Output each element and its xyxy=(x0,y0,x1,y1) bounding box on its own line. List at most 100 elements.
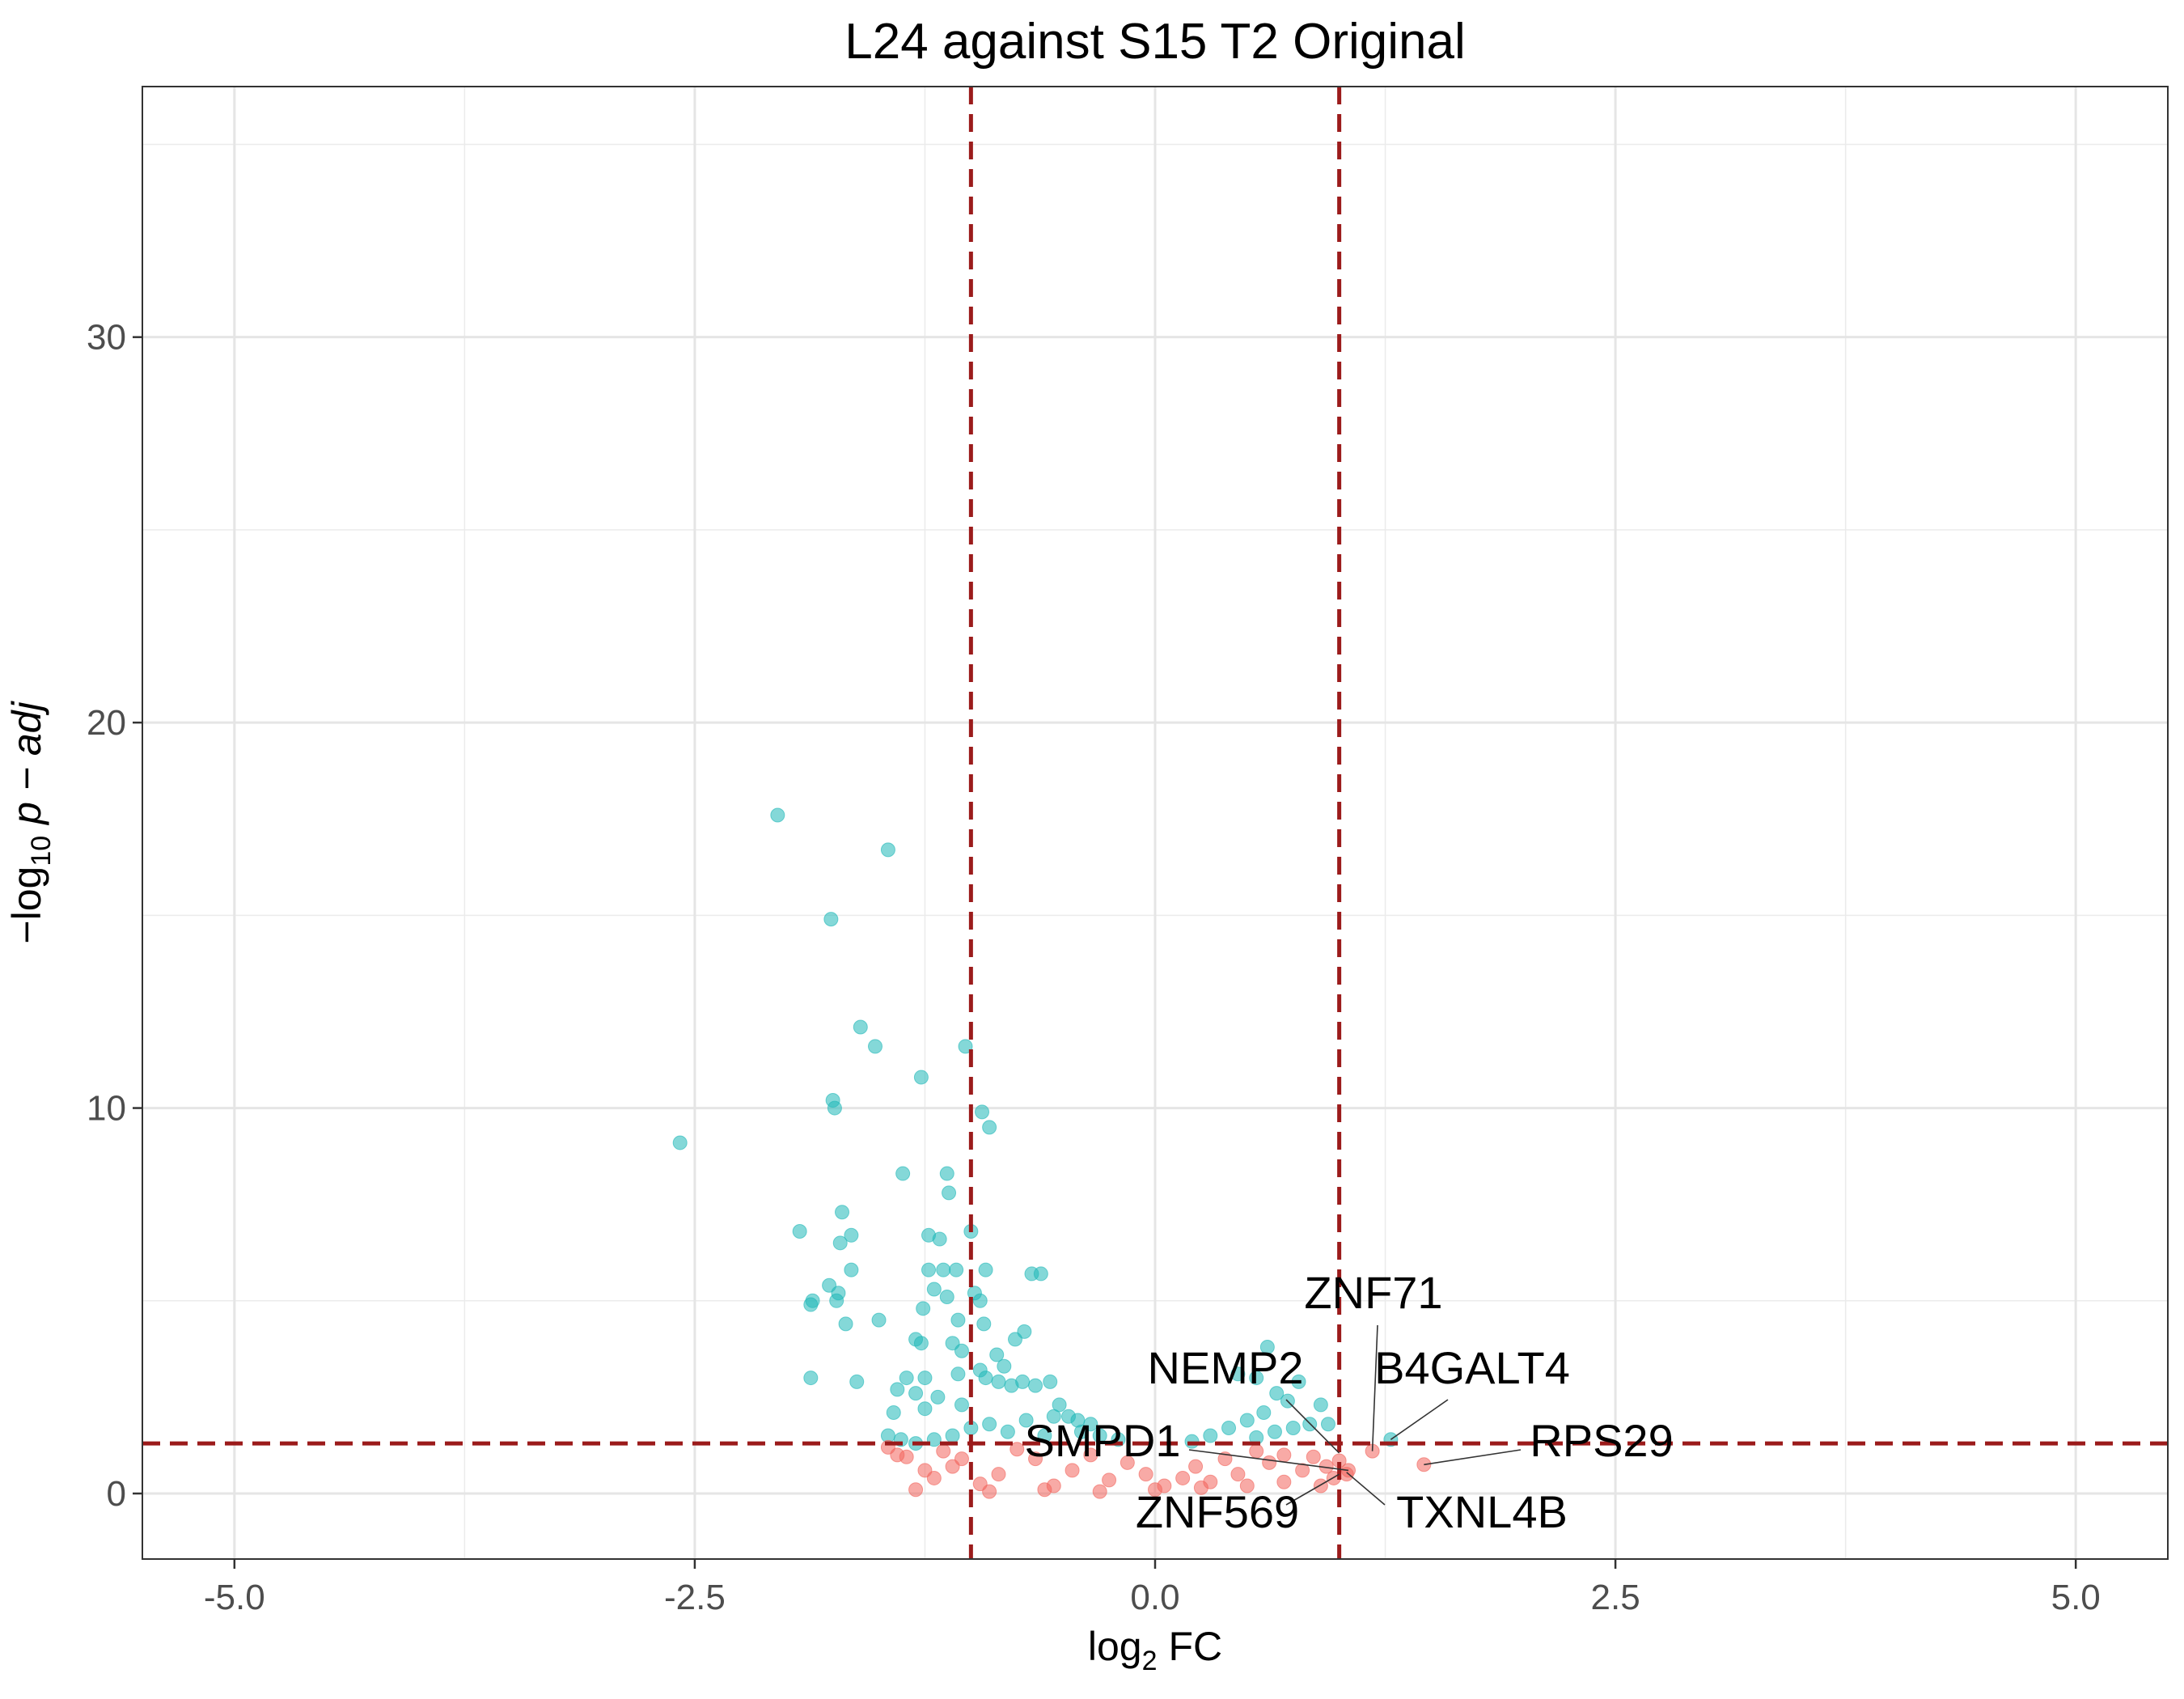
nonsignificant-point xyxy=(1028,1451,1043,1467)
significant-point xyxy=(835,1205,850,1220)
significant-point xyxy=(1267,1424,1282,1439)
significant-point xyxy=(1230,1366,1246,1382)
significant-point xyxy=(1249,1371,1264,1386)
gene-label: B4GALT4 xyxy=(1374,1342,1570,1393)
significant-point xyxy=(916,1301,931,1316)
significant-point xyxy=(950,1366,966,1382)
significant-point xyxy=(997,1358,1012,1374)
significant-point xyxy=(945,1428,960,1443)
nonsignificant-point xyxy=(991,1467,1006,1482)
gene-label-leader xyxy=(1424,1449,1522,1466)
significant-point xyxy=(1015,1374,1031,1389)
significant-point xyxy=(1028,1378,1043,1393)
significant-point xyxy=(1256,1405,1272,1420)
significant-point xyxy=(895,1166,911,1181)
data-points xyxy=(672,807,1432,1499)
y-axis-ticks: 0 10 20 30 xyxy=(87,318,142,1514)
significant-point xyxy=(899,1371,914,1386)
gene-label-leader xyxy=(1285,1473,1340,1506)
nonsignificant-point xyxy=(1276,1474,1292,1489)
significant-point xyxy=(853,1019,868,1035)
gene-label-leader xyxy=(1371,1324,1378,1451)
significant-point xyxy=(1092,1428,1107,1443)
significant-point xyxy=(917,1401,933,1417)
significant-point xyxy=(921,1262,937,1277)
significant-point xyxy=(913,1336,929,1351)
significant-point xyxy=(886,1405,901,1420)
gene-label-leader xyxy=(1390,1399,1449,1440)
significant-point xyxy=(844,1227,859,1243)
significant-point xyxy=(991,1374,1006,1389)
nonsignificant-point xyxy=(890,1447,905,1463)
significant-point xyxy=(1291,1374,1306,1389)
gene-label: RPS29 xyxy=(1530,1415,1673,1466)
significant-point xyxy=(838,1316,853,1332)
x-tick-label: -2.5 xyxy=(664,1578,726,1617)
significant-point xyxy=(1018,1413,1034,1428)
nonsignificant-point xyxy=(1230,1467,1246,1482)
x-tick-label: 0.0 xyxy=(1130,1578,1179,1617)
gene-label-leader xyxy=(1346,1472,1386,1506)
significant-point xyxy=(871,1312,887,1328)
nonsignificant-point xyxy=(1138,1467,1153,1482)
nonsignificant-point xyxy=(945,1459,960,1474)
significant-point xyxy=(932,1231,947,1247)
significant-point xyxy=(926,1432,942,1447)
nonsignificant-point xyxy=(936,1443,951,1459)
significant-point xyxy=(908,1386,924,1401)
gene-label-leader xyxy=(1285,1399,1340,1454)
significant-point xyxy=(844,1262,859,1277)
significant-point xyxy=(982,1417,997,1432)
significant-point xyxy=(913,1070,929,1085)
significant-point xyxy=(803,1297,819,1312)
gene-label: TXNL4B xyxy=(1396,1486,1568,1537)
significant-point xyxy=(1239,1413,1255,1428)
significant-point xyxy=(930,1389,946,1405)
significant-point xyxy=(939,1290,954,1305)
significant-point xyxy=(989,1347,1005,1362)
gene-label: ZNF569 xyxy=(1136,1486,1299,1537)
y-axis-label-subscript: 10 xyxy=(26,836,57,866)
gene-label-leader xyxy=(1188,1449,1349,1472)
nonsignificant-point xyxy=(926,1470,942,1485)
gene-label: ZNF71 xyxy=(1304,1267,1442,1318)
significant-point xyxy=(827,1100,842,1116)
nonsignificant-point xyxy=(1306,1449,1321,1464)
x-axis-ticks: -5.0 -2.5 0.0 2.5 5.0 xyxy=(204,1559,2101,1617)
significant-point xyxy=(982,1120,997,1135)
significant-point xyxy=(975,1104,990,1120)
nonsignificant-point xyxy=(1295,1463,1310,1478)
significant-point xyxy=(880,842,895,858)
significant-point xyxy=(1037,1428,1052,1443)
x-tick-label: -5.0 xyxy=(204,1578,265,1617)
significant-point xyxy=(1259,1339,1275,1354)
y-axis-label-prefix: −log xyxy=(4,866,49,944)
nonsignificant-point xyxy=(1092,1484,1107,1499)
significant-point xyxy=(849,1374,865,1389)
y-tick-label: 10 xyxy=(87,1089,126,1129)
significant-point xyxy=(972,1293,988,1308)
nonsignificant-point xyxy=(1037,1482,1052,1498)
significant-point xyxy=(926,1282,942,1297)
nonsignificant-point xyxy=(1313,1478,1328,1494)
significant-point xyxy=(770,807,785,823)
significant-point xyxy=(1033,1266,1048,1282)
gene-label: SMPD1 xyxy=(1025,1415,1181,1466)
x-axis-label-suffix: FC xyxy=(1158,1624,1223,1669)
significant-point xyxy=(976,1316,992,1332)
significant-point xyxy=(936,1262,951,1277)
nonsignificant-point xyxy=(1083,1447,1098,1463)
y-tick-label: 20 xyxy=(87,703,126,743)
significant-point xyxy=(954,1343,969,1358)
y-tick-label: 30 xyxy=(87,318,126,358)
nonsignificant-point xyxy=(1193,1480,1208,1495)
significant-point xyxy=(829,1293,844,1308)
significant-point xyxy=(823,912,839,927)
significant-point xyxy=(1000,1424,1015,1439)
significant-point xyxy=(978,1371,993,1386)
significant-point xyxy=(1313,1397,1328,1413)
significant-point xyxy=(1221,1421,1237,1436)
significant-point xyxy=(1320,1417,1335,1432)
significant-point xyxy=(1269,1386,1285,1401)
